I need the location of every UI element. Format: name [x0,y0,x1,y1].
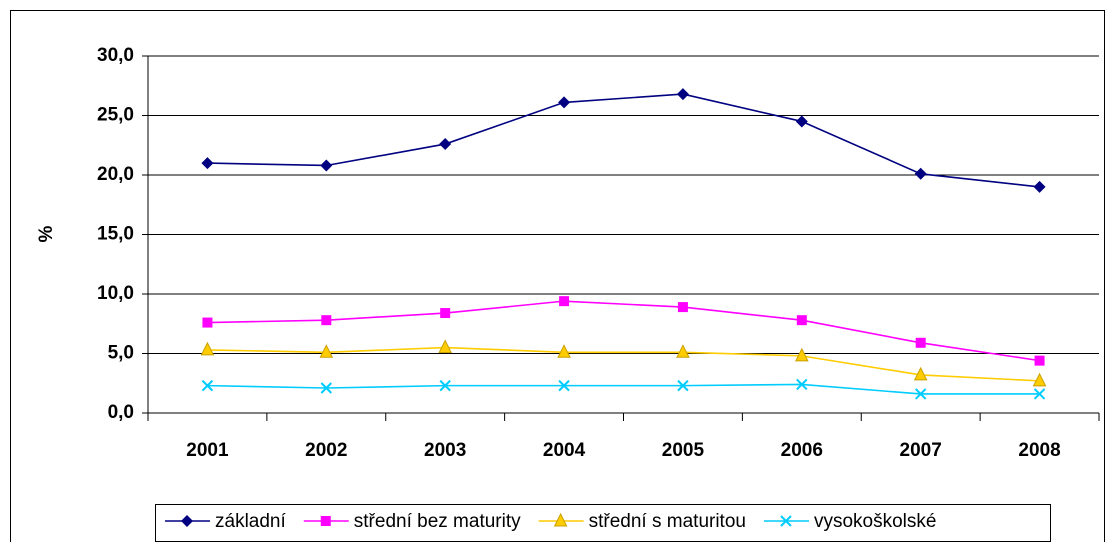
y-tick-label: 15,0 [97,224,134,245]
marker [553,512,568,527]
marker [201,379,214,392]
marker [321,315,332,326]
marker [200,341,215,356]
y-tick-label: 20,0 [97,164,134,185]
marker [438,339,452,354]
marker [677,302,688,313]
marker [795,115,808,128]
marker [559,296,570,307]
marker [320,516,331,526]
x-tick-label: 2005 [662,440,705,461]
marker [795,347,809,362]
marker [558,96,571,109]
chart-border [10,10,1105,542]
marker [780,515,792,527]
y-tick-label: 0,0 [108,402,134,423]
marker [913,366,928,381]
marker [915,337,926,348]
marker [914,388,927,400]
marker [181,515,193,527]
x-tick-label: 2008 [1018,440,1060,461]
marker [796,378,808,391]
series-line [207,93,1040,188]
y-tick-label: 25,0 [97,105,134,126]
x-tick-label: 2003 [424,440,466,461]
marker [1032,372,1047,387]
y-axis-label: % [36,225,57,242]
x-tick-label: 2001 [186,440,229,461]
marker [677,379,689,392]
legend-box [155,504,1051,542]
marker [202,317,213,328]
x-tick-label: 2007 [900,440,942,461]
marker [558,379,570,392]
x-tick-label: 2004 [543,440,586,461]
marker [1033,388,1046,400]
marker [201,157,214,170]
marker [320,159,333,172]
marker [1034,355,1045,366]
x-tick-label: 2006 [781,440,823,461]
y-tick-label: 10,0 [97,283,134,304]
series-line [207,383,1040,395]
marker [439,379,451,392]
y-tick-label: 5,0 [108,343,134,364]
legend-label: střední bez maturity [354,511,521,532]
y-tick-label: 30,0 [97,45,134,66]
marker [1033,180,1046,193]
marker [320,382,333,394]
marker [557,344,571,358]
legend-label: střední s maturitou [589,511,746,532]
marker [676,344,690,358]
legend-label: základní [215,511,286,532]
legend-label: vysokoškolské [814,511,937,532]
x-tick-label: 2002 [305,440,347,461]
marker [319,344,334,358]
series-line [207,300,1040,362]
marker [440,308,451,319]
marker [676,88,689,101]
marker [439,138,452,151]
marker [796,315,807,326]
series-line [207,346,1040,382]
marker [914,167,927,180]
